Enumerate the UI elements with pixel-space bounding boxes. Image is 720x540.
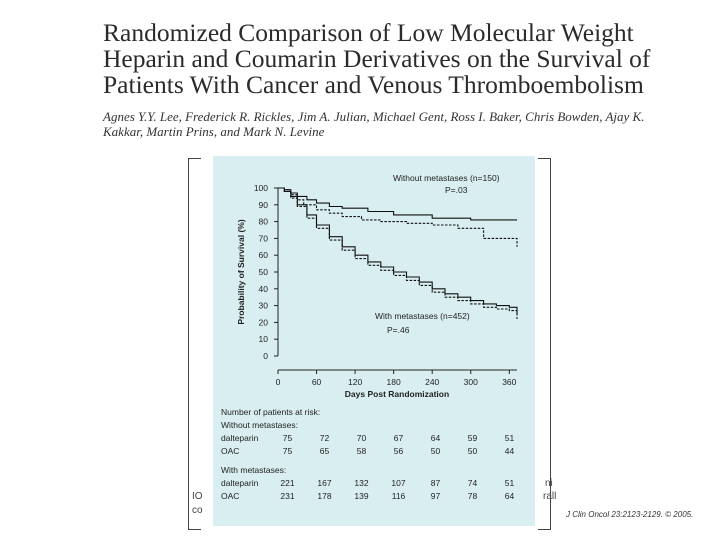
risk-count: 75 [282,446,293,456]
text-fragment: co [192,505,203,516]
annotation-without-metastases: Without metastases (n=150) [393,173,500,183]
risk-count: 65 [319,446,330,456]
annotation-with-metastases: With metastases (n=452) [375,311,470,321]
risk-count: 51 [504,478,515,488]
risk-group-title: Without metastases: [221,420,299,430]
risk-count: 58 [356,446,367,456]
y-tick-label: 80 [259,217,269,227]
figure-panel [213,156,535,526]
x-tick-label: 120 [348,377,362,387]
y-tick-label: 0 [263,351,268,361]
x-tick-label: 180 [387,377,401,387]
risk-row: OAC 231 178 139 116 97 78 64 [221,490,533,503]
risk-table-header: Number of patients at risk: [221,407,321,417]
risk-count: 50 [467,446,478,456]
risk-row: dalteparin 221 167 132 107 87 74 51 [221,477,533,490]
series-line-3 [278,187,518,314]
right-bracket [538,158,551,530]
risk-group-title: With metastases: [221,465,287,475]
risk-count: 56 [393,446,404,456]
x-tick-label: 300 [464,377,478,387]
risk-count: 139 [354,491,369,501]
risk-arm-label: dalteparin [221,433,259,443]
survival-chart: 0 10 20 30 40 50 60 70 80 90 100 0 60 120 180 240 300 36… [236,173,518,399]
annotation-without-metastases-p: P=.03 [445,185,468,195]
risk-count: 78 [467,491,478,501]
x-tick-label: 60 [312,377,322,387]
text-fragment: rall [543,491,557,502]
risk-count: 167 [317,478,332,488]
risk-count: 50 [430,446,441,456]
risk-arm-label: OAC [221,491,240,501]
annotation-with-metastases-p: P=.46 [387,325,410,335]
risk-count: 67 [393,433,404,443]
risk-count: 116 [391,491,406,501]
y-tick-label: 40 [259,284,269,294]
risk-count: 231 [280,491,295,501]
risk-arm-label: OAC [221,446,240,456]
risk-count: 64 [504,491,515,501]
risk-count: 178 [317,491,332,501]
risk-count: 107 [391,478,406,488]
risk-count: 51 [504,433,515,443]
x-tick-label: 240 [425,377,439,387]
risk-count: 87 [430,478,441,488]
series-line-2 [278,187,518,247]
risk-count: 74 [467,478,478,488]
text-fragment: ni [545,478,553,489]
risk-count: 70 [356,433,367,443]
y-tick-label: 100 [254,183,268,193]
risk-count: 97 [430,491,441,501]
risk-arm-label: dalteparin [221,478,259,488]
author-list: Agnes Y.Y. Lee, Frederick R. Rickles, Ji… [103,109,645,139]
x-tick-label: 360 [502,377,516,387]
risk-count: 75 [282,433,293,443]
x-axis-label: Days Post Randomization [345,389,449,399]
left-bracket [188,158,201,530]
risk-count: 44 [504,446,515,456]
y-tick-label: 70 [259,233,269,243]
risk-count: 132 [354,478,369,488]
text-fragment: IO [192,491,203,502]
risk-count: 64 [430,433,441,443]
x-tick-label: 0 [276,377,281,387]
y-axis-label: Probability of Survival (%) [236,219,246,324]
y-tick-label: 90 [259,200,269,210]
y-tick-label: 50 [259,267,269,277]
risk-row: OAC 75 65 58 56 50 50 44 [221,445,533,458]
page-title: Randomized Comparison of Low Molecular W… [103,18,651,99]
y-tick-label: 30 [259,301,269,311]
risk-count: 221 [280,478,295,488]
risk-row: dalteparin 75 72 70 67 64 59 51 [221,432,533,445]
risk-table: Number of patients at risk: Without meta… [221,406,533,503]
risk-count: 72 [319,433,330,443]
series-line-4 [278,187,518,319]
journal-citation: J Clin Oncol 23:2123-2129. © 2005. [566,510,694,519]
risk-count: 59 [467,433,478,443]
y-tick-label: 10 [259,334,269,344]
y-tick-label: 20 [259,317,269,327]
y-tick-label: 60 [259,250,269,260]
